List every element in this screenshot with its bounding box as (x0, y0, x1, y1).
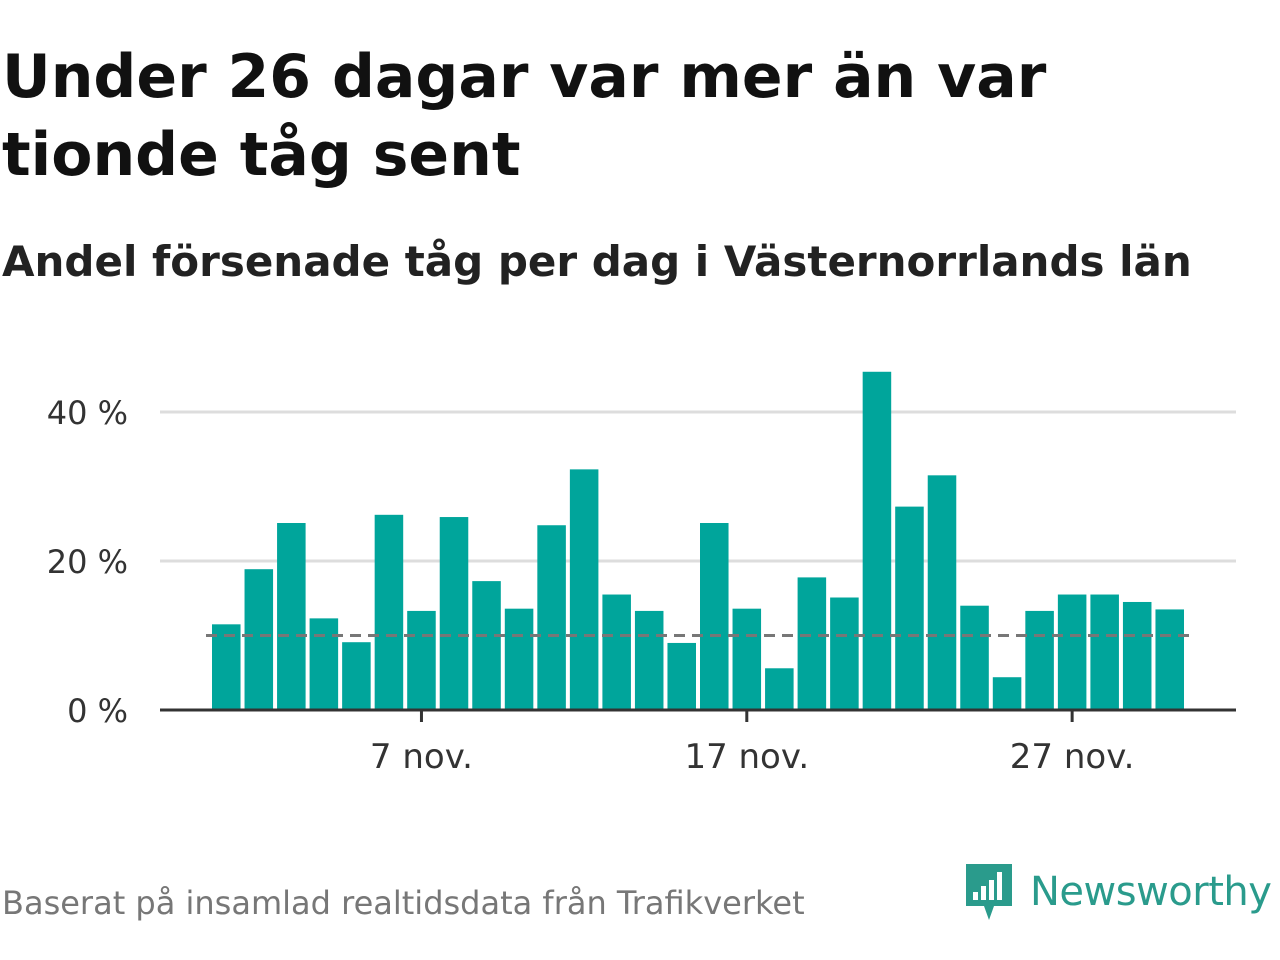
bar (602, 594, 631, 710)
bar (309, 618, 339, 710)
bar (407, 610, 436, 710)
y-tick-label: 0 % (67, 692, 128, 730)
bar (1025, 610, 1054, 710)
bar (374, 514, 404, 710)
gridlines (160, 410, 1236, 563)
x-axis-ticks: 7 nov. 17 nov. 27 nov. (370, 710, 1135, 777)
bar (472, 581, 501, 710)
bar-chart: 0 % 20 % 40 % 7 nov. 17 nov. 27 nov. (47, 371, 1236, 777)
bar (700, 523, 729, 710)
bar (277, 523, 306, 710)
x-tick-label: 27 nov. (1010, 737, 1135, 777)
bars (212, 371, 1184, 710)
bar (927, 475, 957, 710)
bar (1057, 594, 1087, 710)
bar (830, 597, 859, 710)
bar (797, 577, 827, 710)
newsworthy-logo-icon (966, 864, 1012, 920)
bar (504, 608, 534, 710)
bar (1155, 609, 1184, 710)
brand-name: Newsworthy (1030, 869, 1272, 915)
brand: Newsworthy (964, 862, 1272, 922)
y-axis-ticks: 0 % 20 % 40 % (47, 394, 128, 730)
x-tick-label: 7 nov. (370, 737, 473, 777)
source-note: Baserat på insamlad realtidsdata från Tr… (2, 884, 805, 922)
bar (244, 569, 274, 710)
bar (569, 469, 599, 710)
bar (862, 371, 892, 710)
bar (537, 525, 566, 710)
y-tick-label: 40 % (47, 394, 128, 432)
bar (667, 642, 696, 710)
bar (992, 677, 1022, 710)
bar (732, 608, 762, 710)
bar (439, 517, 469, 710)
bar (960, 605, 989, 710)
bar (634, 610, 664, 710)
chart-title: Under 26 dagar var mer än var tionde tåg… (2, 42, 1047, 190)
bar (342, 642, 371, 710)
chart-subtitle: Andel försenade tåg per dag i Västernorr… (2, 237, 1192, 286)
x-tick-label: 17 nov. (684, 737, 809, 777)
y-tick-label: 20 % (47, 543, 128, 581)
bar (212, 624, 241, 710)
bar (1090, 594, 1119, 710)
bar (895, 506, 924, 710)
bar (765, 668, 794, 710)
bar (1122, 601, 1152, 710)
